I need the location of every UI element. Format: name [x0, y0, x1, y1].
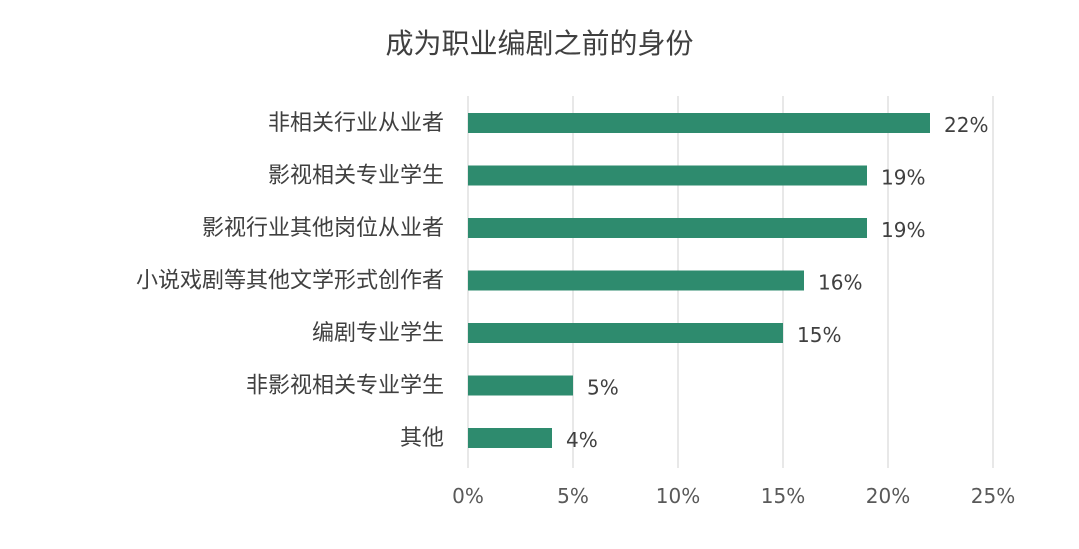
- bar: [468, 428, 552, 448]
- chart-title: 成为职业编剧之前的身份: [385, 27, 694, 60]
- bar: [468, 218, 867, 238]
- bar: [468, 323, 783, 343]
- x-tick-label: 10%: [656, 484, 700, 508]
- bar: [468, 375, 573, 396]
- bar: [468, 165, 867, 186]
- x-tick-label: 20%: [866, 484, 910, 508]
- x-tick-label: 0%: [452, 484, 484, 508]
- category-label: 小说戏剧等其他文学形式创作者: [136, 269, 444, 294]
- bar: [468, 113, 930, 133]
- data-label: 19%: [881, 218, 925, 242]
- bar: [468, 270, 804, 291]
- data-label: 15%: [797, 323, 841, 347]
- data-label: 5%: [587, 376, 619, 400]
- category-label: 编剧专业学生: [312, 321, 444, 346]
- data-label: 16%: [818, 271, 862, 295]
- category-label: 影视相关专业学生: [268, 164, 444, 189]
- x-tick-label: 25%: [971, 484, 1015, 508]
- data-label: 19%: [881, 166, 925, 190]
- category-label: 影视行业其他岗位从业者: [202, 216, 444, 241]
- category-label: 其他: [400, 426, 444, 451]
- x-tick-label: 5%: [557, 484, 589, 508]
- category-label: 非相关行业从业者: [268, 111, 444, 136]
- x-tick-label: 15%: [761, 484, 805, 508]
- data-label: 4%: [566, 428, 598, 452]
- data-label: 22%: [944, 113, 988, 137]
- category-label: 非影视相关专业学生: [246, 374, 444, 399]
